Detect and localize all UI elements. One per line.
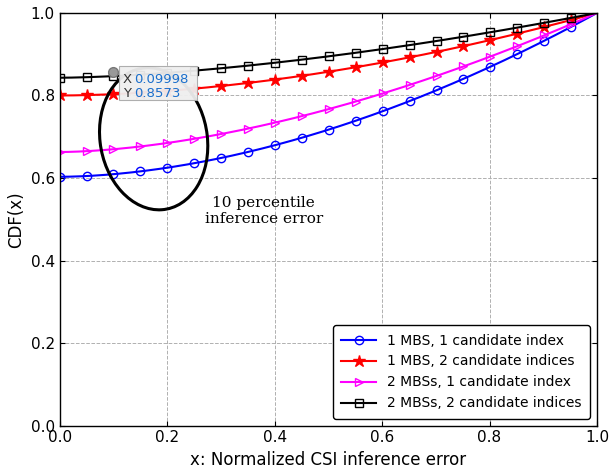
2 MBSs, 2 candidate indices [580, 12, 588, 18]
Text: 10 percentile
inference error: 10 percentile inference error [205, 196, 323, 226]
1 MBS, 2 candidate indices [580, 14, 588, 20]
2 MBSs, 1 candidate index [314, 109, 322, 115]
2 MBSs, 2 candidate indices [347, 50, 354, 56]
1 MBS, 1 candidate index [376, 109, 383, 115]
2 MBSs, 1 candidate index [347, 100, 354, 106]
1 MBS, 2 candidate indices [347, 65, 354, 71]
Text: 0.09998: 0.09998 [134, 73, 188, 86]
1 MBS, 1 candidate index [314, 130, 322, 136]
Line: 2 MBSs, 1 candidate index: 2 MBSs, 1 candidate index [55, 9, 601, 156]
2 MBSs, 2 candidate indices [314, 55, 322, 60]
2 MBSs, 1 candidate index [311, 110, 318, 116]
2 MBSs, 1 candidate index [376, 91, 383, 97]
1 MBS, 1 candidate index [56, 174, 63, 179]
2 MBSs, 2 candidate indices [56, 75, 63, 80]
FancyBboxPatch shape [119, 66, 197, 100]
Line: 1 MBS, 2 candidate indices: 1 MBS, 2 candidate indices [54, 7, 603, 102]
Text: Y: Y [123, 87, 136, 99]
1 MBS, 2 candidate indices [593, 10, 601, 16]
Line: 2 MBSs, 2 candidate indices: 2 MBSs, 2 candidate indices [55, 9, 601, 82]
Y-axis label: CDF(x): CDF(x) [7, 191, 25, 248]
2 MBSs, 1 candidate index [593, 10, 601, 16]
2 MBSs, 2 candidate indices [311, 55, 318, 61]
1 MBS, 2 candidate indices [56, 93, 63, 99]
2 MBSs, 1 candidate index [496, 50, 504, 56]
Text: X: X [123, 73, 136, 86]
1 MBS, 1 candidate index [580, 17, 588, 23]
2 MBSs, 1 candidate index [580, 16, 588, 21]
Legend: 1 MBS, 1 candidate index, 1 MBS, 2 candidate indices, 2 MBSs, 1 candidate index,: 1 MBS, 1 candidate index, 1 MBS, 2 candi… [333, 325, 590, 419]
Text: 0.8573: 0.8573 [134, 87, 180, 99]
1 MBS, 1 candidate index [496, 60, 504, 65]
1 MBS, 2 candidate indices [496, 35, 504, 40]
X-axis label: x: Normalized CSI inference error: x: Normalized CSI inference error [190, 451, 466, 469]
1 MBS, 2 candidate indices [314, 70, 322, 76]
Line: 1 MBS, 1 candidate index: 1 MBS, 1 candidate index [55, 9, 601, 181]
2 MBSs, 1 candidate index [56, 149, 63, 155]
1 MBS, 2 candidate indices [311, 71, 318, 77]
1 MBS, 1 candidate index [347, 119, 354, 125]
2 MBSs, 2 candidate indices [376, 47, 383, 52]
2 MBSs, 2 candidate indices [496, 28, 504, 33]
1 MBS, 1 candidate index [593, 10, 601, 16]
1 MBS, 1 candidate index [311, 131, 318, 137]
2 MBSs, 2 candidate indices [593, 10, 601, 16]
1 MBS, 2 candidate indices [376, 60, 383, 66]
